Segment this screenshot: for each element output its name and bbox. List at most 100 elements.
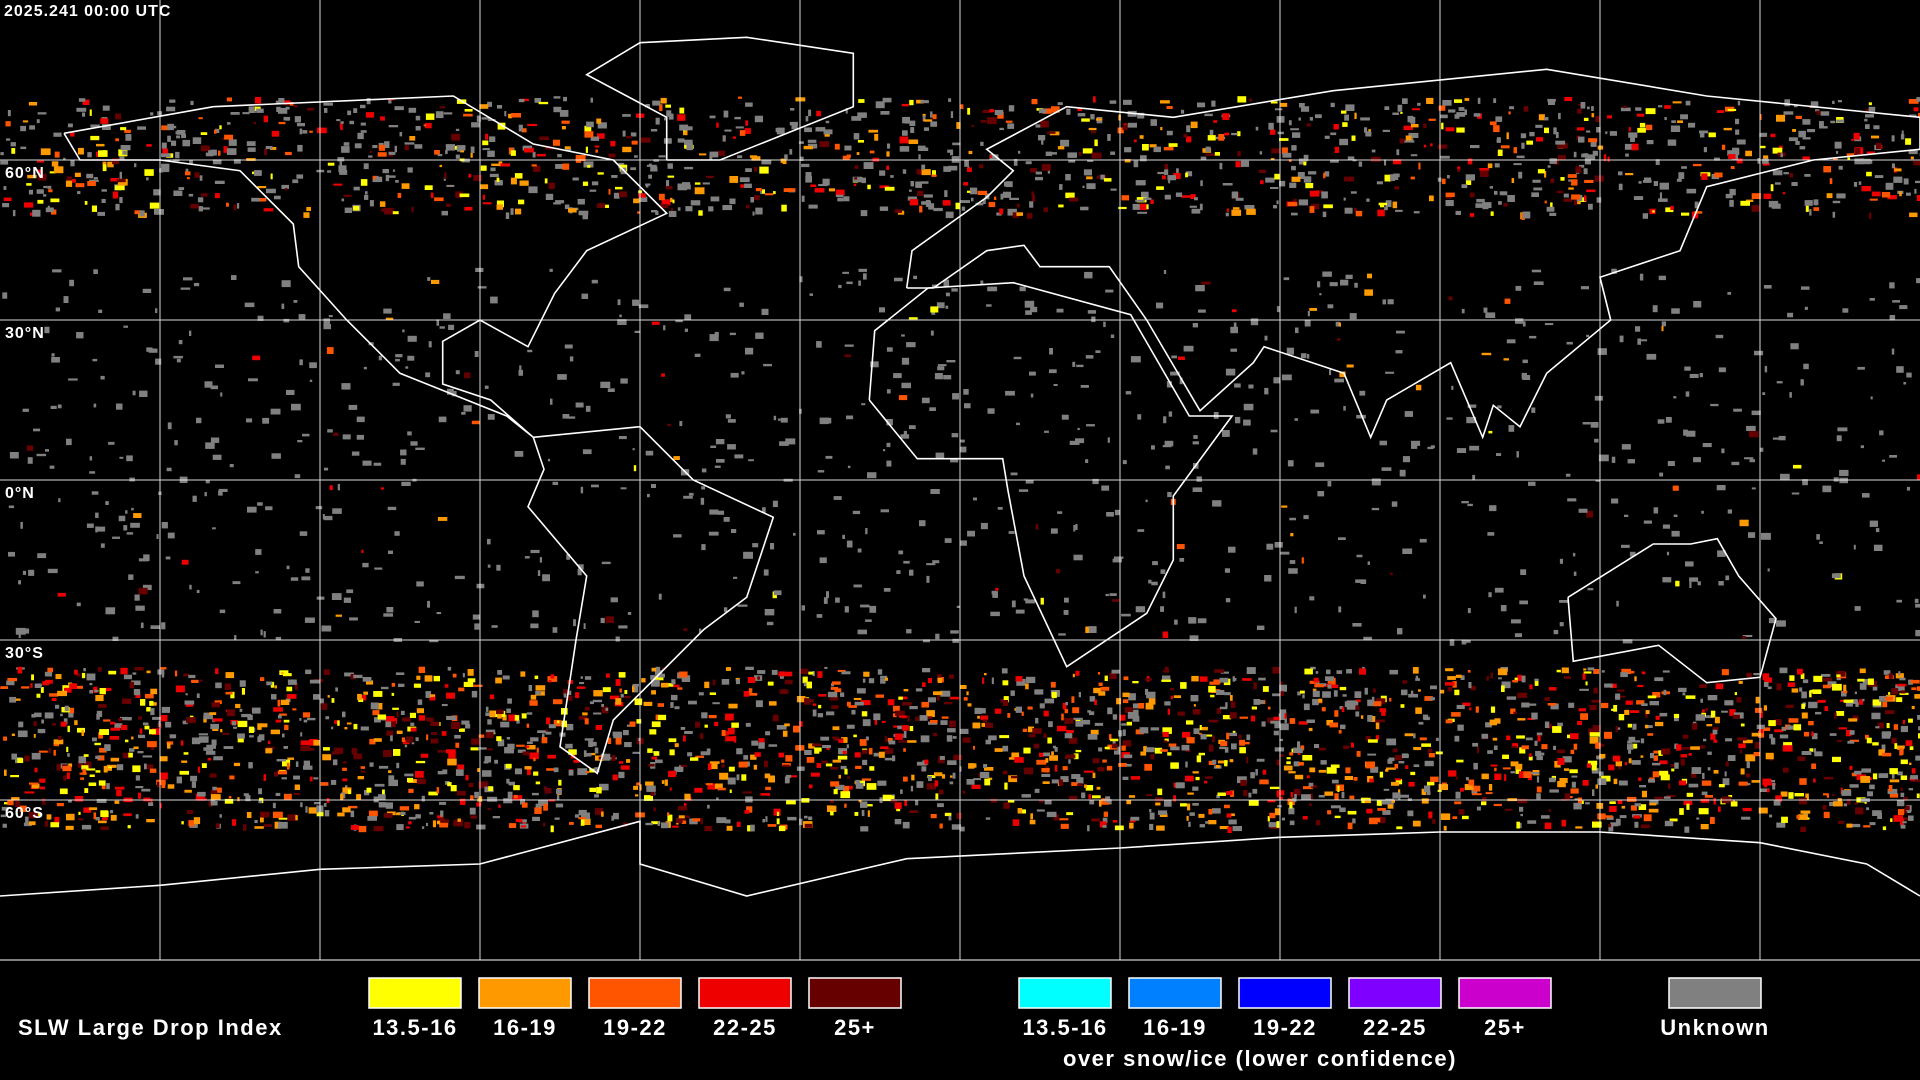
cloud-pixel	[89, 109, 92, 116]
cloud-pixel	[1659, 760, 1668, 765]
cloud-pixel	[324, 108, 328, 113]
cloud-pixel	[679, 107, 685, 114]
cloud-pixel	[653, 751, 660, 756]
cloud-pixel	[1871, 135, 1880, 139]
cloud-pixel	[446, 749, 456, 754]
cloud-pixel	[183, 752, 189, 755]
cloud-pixel	[1822, 677, 1832, 682]
cloud-pixel	[1800, 826, 1807, 832]
cloud-pixel	[98, 150, 108, 157]
cloud-pixel	[1791, 182, 1798, 186]
cloud-pixel	[1901, 130, 1904, 137]
cloud-pixel	[1789, 675, 1795, 681]
cloud-pixel	[1445, 200, 1454, 207]
cloud-pixel	[1150, 199, 1154, 204]
cloud-pixel	[306, 207, 311, 211]
cloud-pixel	[1124, 159, 1131, 163]
cloud-pixel	[1083, 169, 1092, 176]
cloud-pixel	[309, 130, 313, 133]
cloud-pixel	[237, 733, 245, 739]
cloud-pixel	[1712, 729, 1718, 735]
cloud-pixel	[392, 211, 399, 215]
cloud-pixel	[838, 774, 841, 779]
cloud-pixel	[1909, 212, 1918, 218]
cloud-pixel	[1392, 792, 1401, 799]
cloud-pixel	[1329, 282, 1338, 287]
cloud-pixel	[848, 705, 857, 708]
cloud-pixel	[558, 779, 562, 786]
cloud-pixel	[1819, 541, 1823, 544]
cloud-pixel	[323, 318, 330, 324]
cloud-pixel	[215, 364, 224, 368]
cloud-pixel	[496, 200, 504, 208]
cloud-pixel	[1597, 778, 1607, 785]
cloud-pixel	[1387, 803, 1394, 809]
cloud-pixel	[210, 437, 220, 443]
cloud-pixel	[93, 403, 97, 408]
cloud-pixel	[1162, 631, 1169, 639]
cloud-pixel	[340, 121, 344, 124]
cloud-pixel	[1754, 741, 1761, 749]
cloud-pixel	[828, 188, 835, 192]
cloud-pixel	[487, 119, 496, 121]
cloud-pixel	[260, 816, 264, 823]
cloud-pixel	[1544, 323, 1554, 326]
cloud-pixel	[721, 764, 725, 768]
cloud-pixel	[1339, 706, 1344, 710]
cloud-pixel	[425, 113, 435, 120]
cloud-pixel	[773, 415, 777, 421]
cloud-pixel	[655, 211, 659, 215]
cloud-pixel	[868, 678, 875, 684]
cloud-pixel	[183, 673, 190, 677]
cloud-pixel	[1176, 168, 1179, 173]
cloud-pixel	[766, 621, 774, 626]
cloud-pixel	[575, 692, 580, 699]
cloud-pixel	[1712, 727, 1719, 731]
cloud-pixel	[335, 614, 342, 617]
cloud-pixel	[739, 177, 750, 183]
cloud-pixel	[903, 689, 909, 692]
cloud-pixel	[829, 696, 839, 701]
cloud-pixel	[175, 685, 185, 693]
cloud-pixel	[1822, 684, 1831, 689]
cloud-pixel	[651, 821, 661, 825]
cloud-pixel	[1723, 127, 1732, 131]
cloud-pixel	[1050, 528, 1058, 534]
cloud-pixel	[1797, 814, 1808, 820]
cloud-pixel	[1334, 378, 1344, 383]
cloud-pixel	[844, 145, 852, 151]
cloud-pixel	[1041, 138, 1044, 145]
cloud-pixel	[178, 187, 185, 190]
cloud-pixel	[181, 559, 189, 565]
cloud-pixel	[1732, 714, 1740, 719]
cloud-pixel	[746, 806, 753, 813]
cloud-pixel	[1909, 114, 1917, 117]
cloud-pixel	[1363, 636, 1372, 641]
cloud-pixel	[1658, 275, 1666, 281]
cloud-pixel	[1721, 669, 1729, 676]
cloud-pixel	[1151, 445, 1155, 450]
cloud-pixel	[197, 766, 200, 773]
cloud-pixel	[391, 721, 396, 728]
cloud-pixel	[1876, 142, 1882, 149]
cloud-pixel	[601, 561, 611, 565]
cloud-pixel	[1392, 112, 1399, 115]
cloud-pixel	[1289, 182, 1297, 188]
cloud-pixel	[956, 812, 962, 819]
cloud-pixel	[1648, 808, 1659, 813]
cloud-pixel	[265, 746, 275, 750]
cloud-pixel	[758, 738, 765, 744]
cloud-pixel	[677, 207, 681, 211]
cloud-pixel	[1908, 788, 1914, 791]
cloud-pixel	[1755, 707, 1763, 713]
cloud-pixel	[601, 706, 609, 714]
cloud-pixel	[1404, 733, 1414, 737]
cloud-pixel	[1146, 794, 1153, 797]
cloud-pixel	[1441, 178, 1446, 185]
cloud-pixel	[1330, 159, 1339, 163]
cloud-pixel	[1391, 501, 1398, 507]
cloud-pixel	[1349, 313, 1357, 320]
cloud-pixel	[471, 420, 480, 425]
cloud-pixel	[34, 712, 42, 718]
cloud-pixel	[901, 357, 910, 365]
